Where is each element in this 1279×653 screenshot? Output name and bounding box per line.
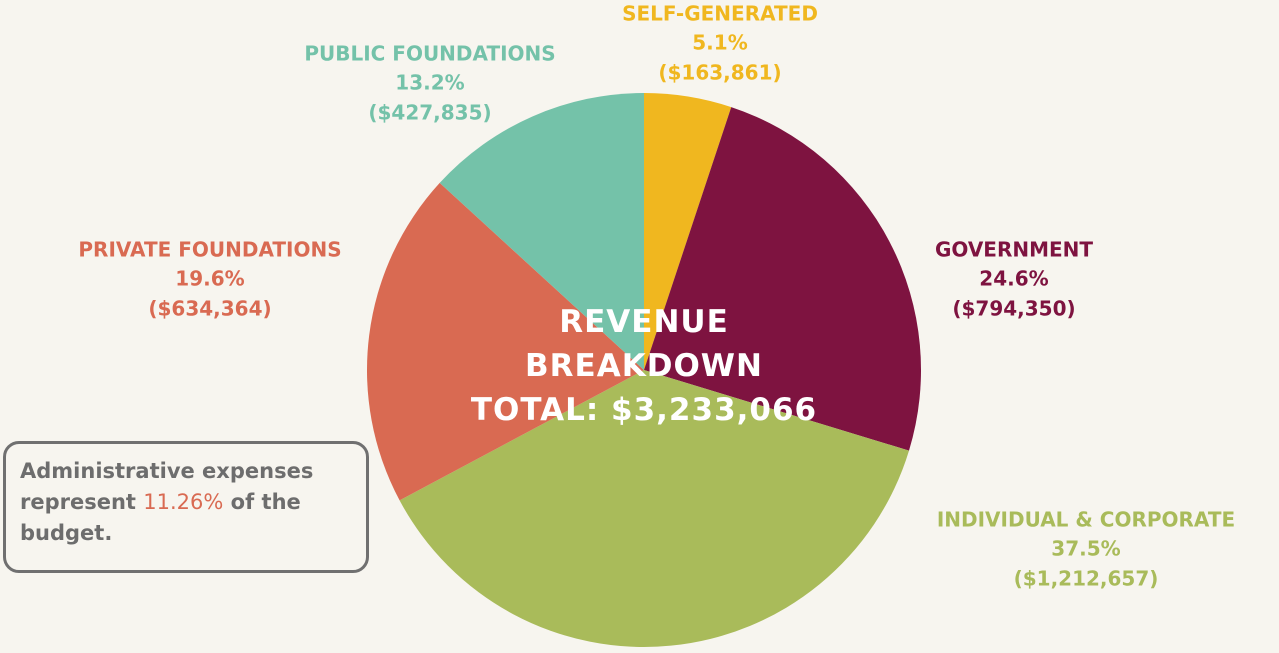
slice-percent: 24.6% bbox=[979, 267, 1048, 291]
slice-percent: 5.1% bbox=[692, 31, 747, 55]
slice-percent: 37.5% bbox=[1051, 537, 1120, 561]
slice-percent: 13.2% bbox=[395, 71, 464, 95]
slice-label: PRIVATE FOUNDATIONS bbox=[78, 238, 341, 262]
slice-percent: 19.6% bbox=[175, 267, 244, 291]
slice-amount: ($427,835) bbox=[368, 101, 491, 125]
chart-subtitle: TOTAL: $3,233,066 bbox=[470, 392, 818, 428]
annotation-text: of the budget. bbox=[20, 490, 301, 545]
chart-title: REVENUE BREAKDOWN bbox=[525, 304, 763, 384]
pie-slice bbox=[644, 107, 921, 451]
slice-amount: ($1,212,657) bbox=[1014, 567, 1159, 591]
slice-label: GOVERNMENT bbox=[935, 238, 1093, 262]
center-title: REVENUE BREAKDOWN TOTAL: $3,233,066 bbox=[464, 300, 824, 432]
slice-label: PUBLIC FOUNDATIONS bbox=[304, 42, 555, 66]
pie-slice bbox=[366, 182, 644, 501]
slice-label: SELF-GENERATED bbox=[622, 2, 818, 26]
slice-amount: ($634,364) bbox=[148, 297, 271, 321]
annotation-highlight: 11.26% bbox=[143, 490, 224, 514]
pie-slice bbox=[439, 93, 644, 370]
annotation-box: Administrative expenses represent 11.26%… bbox=[3, 441, 369, 573]
slice-label: INDIVIDUAL & CORPORATE bbox=[937, 508, 1235, 532]
pie-slice bbox=[644, 93, 732, 370]
annotation-text: Administrative expenses represent bbox=[20, 459, 314, 514]
slice-amount: ($163,861) bbox=[658, 61, 781, 85]
pie-slice bbox=[399, 370, 910, 647]
slice-amount: ($794,350) bbox=[952, 297, 1075, 321]
